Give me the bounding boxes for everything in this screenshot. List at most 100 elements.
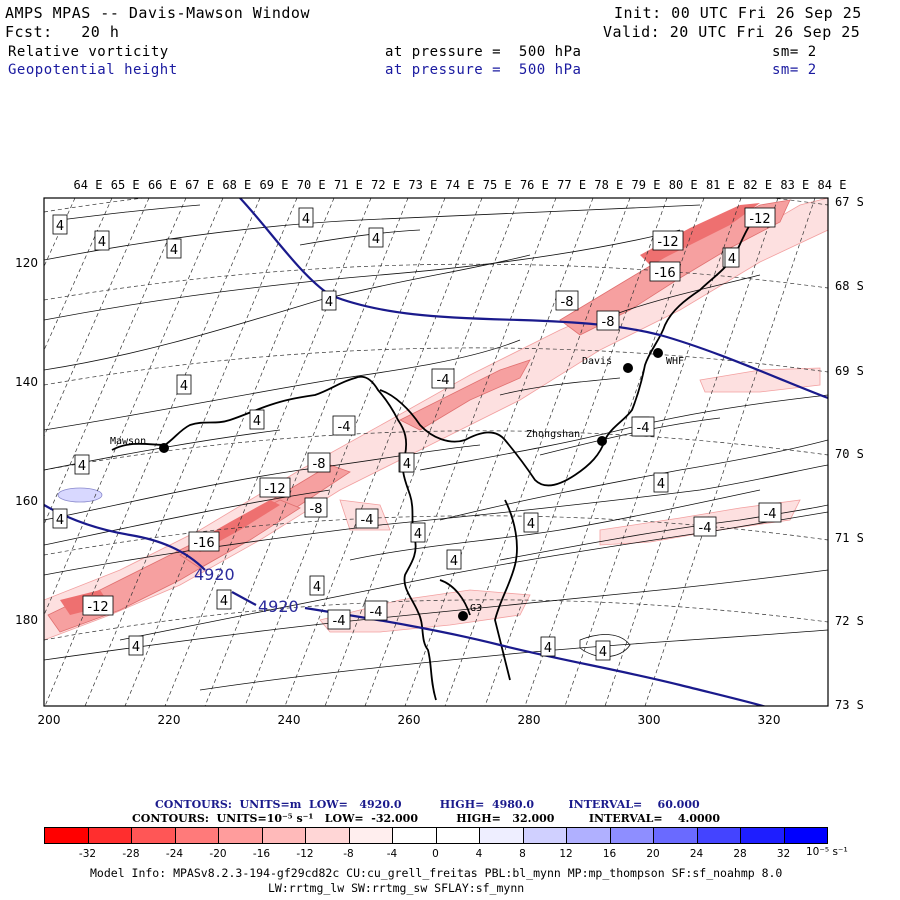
colorbar-units: 10⁻⁵ s⁻¹ [806,846,848,858]
vorticity-label-box [555,290,579,311]
vorticity-label: -16 [654,266,675,281]
y-grid-labels: 120 140 160 180 [15,256,38,627]
vorticity-label-box [249,409,265,430]
colorbar-cell [740,827,785,844]
vorticity-label: 4 [414,527,422,542]
longitude-label: 70 E [297,178,326,192]
longitude-label: 78 E [594,178,623,192]
vorticity-label: 4 [180,379,188,394]
model-info: Model Info: MPASv8.2.3-194-gf29cd82c CU:… [90,866,783,880]
longitude-label: 83 E [780,178,809,192]
colorbar-label: 12 [559,848,573,860]
colorbar-label: 32 [776,848,791,860]
vorticity-label-box [307,452,331,473]
station-marker [623,363,633,373]
field2-level: at pressure = 500 hPa [385,62,582,78]
station-name: G3 [470,603,482,614]
vorticity-label: 4 [98,235,106,250]
colorbar-cell [566,827,611,844]
longitude-label: 64 E [74,178,103,192]
latitude-label: 72 S [835,614,864,628]
vorticity-label-box [653,472,669,493]
vorticity-label: 4 [220,594,228,609]
vorticity-label: 4 [56,219,64,234]
colorbar-cell [305,827,350,844]
vorticity-label: -12 [657,235,678,250]
vorticity-label-box [364,600,388,621]
vorticity-label-box [523,512,539,533]
colorbar-cell [696,827,741,844]
vorticity-label-box [166,238,182,259]
longitude-label: 65 E [111,178,140,192]
vorticity-labels: 444444444444444444444444-4-4-4-4-4-4-4-4… [52,207,782,661]
longitude-label: 79 E [632,178,661,192]
x-grid-label: 200 [38,713,61,727]
colorbar-label: -4 [386,848,398,860]
vorticity-label: 4 [599,645,607,660]
field2-smoothing: sm= 2 [772,62,817,78]
vorticity-label-box [216,589,232,610]
y-grid-label: 160 [15,494,38,508]
vorticity-label: -4 [637,421,650,436]
vorticity-label: 4 [527,517,535,532]
longitude-label: 73 E [408,178,437,192]
longitude-label: 74 E [446,178,475,192]
colorbar-label: -8 [343,848,354,860]
station-name: Davis [582,356,612,367]
colorbar-label: 28 [733,848,747,860]
colorbar-cell [174,827,219,844]
station-marker [458,611,468,621]
vorticity-label-box [74,454,90,475]
colorbar-cell [44,827,89,844]
valid-time: Valid: 20 UTC Fri 26 Sep 25 [603,23,861,41]
x-grid-label: 320 [758,713,781,727]
longitude-label: 76 E [520,178,549,192]
vorticity-label: -8 [561,295,574,310]
colorbar-label: 24 [689,848,704,860]
vorticity-label-box [431,368,455,389]
vorticity-label-box [368,227,384,248]
vorticity-label-box [298,207,314,228]
station-marker [653,348,663,358]
vorticity-label: 4 [728,252,736,267]
colorbar-label: 4 [475,848,483,860]
vorticity-label-box [410,522,426,543]
vorticity-label-box [758,502,782,523]
longitude-label: 67 E [185,178,214,192]
colorbar-cell [479,827,524,844]
vorticity-label: -4 [699,521,712,536]
vorticity-label: -12 [264,482,285,497]
latitude-label: 69 S [835,364,864,378]
vorticity-label-box [321,290,337,311]
init-time: Init: 00 UTC Fri 26 Sep 25 [614,4,862,22]
height-contour-info: CONTOURS: UNITS=m LOW= 4920.0 HIGH= 4980… [155,798,700,811]
longitude-label: 69 E [260,178,289,192]
colorbar-cell [609,827,654,844]
longitude-labels: 64 E 65 E 66 E 67 E 68 E 69 E 70 E 71 E 72 E 73 E… [74,178,847,192]
field2-name: Geopotential height [8,62,178,78]
vorticity-label-box [595,640,611,661]
y-grid-label: 180 [15,613,38,627]
longitude-label: 82 E [743,178,772,192]
longitude-label: 66 E [148,178,177,192]
stations: Mawson Davis WHF Zhongshan G3 [110,348,684,621]
latitude-label: 71 S [835,531,864,545]
longitude-label: 77 E [557,178,586,192]
vorticity-label-box [128,635,144,656]
x-grid-labels: 200 220 240 260 280 300 320 [38,713,781,727]
x-grid-label: 260 [398,713,421,727]
colorbar-cell [131,827,176,844]
vorticity-label-box [596,310,620,331]
vorticity-label: -4 [437,373,450,388]
x-grid-label: 280 [518,713,541,727]
station-name: Mawson [110,436,146,447]
height-label: 4920 [258,597,299,616]
station-name: WHF [666,356,684,367]
vorticity-label-box [52,214,68,235]
colorbar-cell [392,827,437,844]
vorticity-label-box [52,508,68,529]
x-grid-label: 300 [638,713,661,727]
vorticity-label: 4 [325,295,333,310]
vorticity-label-box [327,609,351,630]
